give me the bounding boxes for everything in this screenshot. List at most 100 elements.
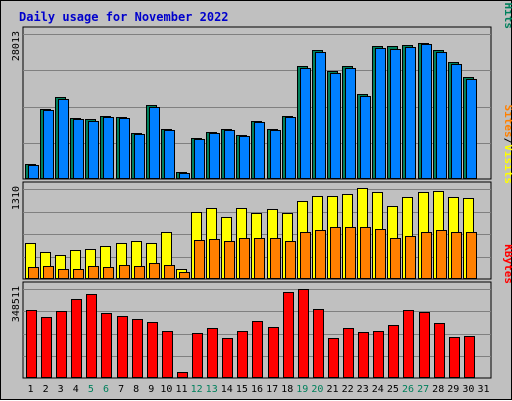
bar-sites-day-26 bbox=[405, 236, 416, 279]
bar-files-day-29 bbox=[451, 64, 462, 179]
bar-kbytes-day-23 bbox=[358, 332, 369, 378]
bar-files-day-16 bbox=[254, 122, 265, 179]
bar-sites-day-19 bbox=[300, 232, 311, 279]
ymax-label-visits-sites: 1310 bbox=[11, 186, 22, 210]
bar-sites-day-11 bbox=[179, 272, 190, 279]
bar-sites-day-21 bbox=[330, 227, 341, 279]
bar-files-day-30 bbox=[466, 79, 477, 179]
bar-sites-day-13 bbox=[209, 239, 220, 279]
bar-kbytes-day-3 bbox=[56, 311, 67, 378]
bar-sites-day-8 bbox=[134, 266, 145, 279]
xlabel-day-21: 21 bbox=[326, 384, 338, 395]
bar-files-day-25 bbox=[390, 49, 401, 179]
bar-kbytes-day-6 bbox=[101, 313, 112, 378]
bar-kbytes-day-30 bbox=[464, 336, 475, 378]
bar-files-day-24 bbox=[375, 48, 386, 179]
xlabel-day-10: 10 bbox=[160, 384, 172, 395]
bar-kbytes-day-17 bbox=[268, 327, 279, 378]
bar-files-day-4 bbox=[73, 119, 84, 179]
series-label-kbytes: KBytes bbox=[502, 244, 512, 284]
bar-kbytes-day-12 bbox=[192, 333, 203, 378]
bar-files-day-15 bbox=[239, 136, 250, 179]
bar-kbytes-day-28 bbox=[434, 323, 445, 378]
bar-kbytes-day-7 bbox=[117, 316, 128, 378]
bar-sites-day-16 bbox=[254, 238, 265, 279]
xlabel-day-18: 18 bbox=[281, 384, 293, 395]
bar-sites-day-27 bbox=[421, 232, 432, 279]
bar-files-day-13 bbox=[209, 133, 220, 179]
xlabel-day-22: 22 bbox=[342, 384, 354, 395]
bar-sites-day-14 bbox=[224, 241, 235, 279]
bar-kbytes-day-16 bbox=[252, 321, 263, 378]
bar-kbytes-day-2 bbox=[41, 317, 52, 378]
xlabel-day-11: 11 bbox=[175, 384, 187, 395]
bar-sites-day-18 bbox=[285, 241, 296, 279]
bar-kbytes-day-10 bbox=[162, 331, 173, 378]
bar-kbytes-day-24 bbox=[373, 331, 384, 378]
ymax-label-kbytes: 348511 bbox=[11, 286, 22, 322]
bar-sites-day-6 bbox=[103, 267, 114, 279]
bar-sites-day-2 bbox=[43, 266, 54, 279]
xlabel-day-24: 24 bbox=[372, 384, 384, 395]
bar-files-day-6 bbox=[103, 117, 114, 179]
bar-files-day-18 bbox=[285, 117, 296, 179]
bar-sites-day-9 bbox=[149, 263, 160, 279]
bar-files-day-3 bbox=[58, 99, 69, 179]
bar-sites-day-24 bbox=[375, 229, 386, 279]
chart-title: Daily usage for November 2022 bbox=[19, 10, 229, 24]
bar-sites-day-22 bbox=[345, 227, 356, 279]
bar-sites-day-30 bbox=[466, 232, 477, 279]
xlabel-day-28: 28 bbox=[432, 384, 444, 395]
bar-files-day-19 bbox=[300, 68, 311, 179]
xlabel-day-31: 31 bbox=[477, 384, 489, 395]
bar-files-day-23 bbox=[360, 96, 371, 179]
series-label-visits-sites: Sites/Visits bbox=[502, 105, 512, 185]
bar-files-day-2 bbox=[43, 110, 54, 179]
xlabel-day-7: 7 bbox=[118, 384, 124, 395]
bar-kbytes-day-13 bbox=[207, 328, 218, 378]
xlabel-day-30: 30 bbox=[462, 384, 474, 395]
xlabel-day-13: 13 bbox=[206, 384, 218, 395]
bar-files-day-20 bbox=[315, 52, 326, 179]
bar-sites-day-5 bbox=[88, 266, 99, 279]
bar-sites-day-17 bbox=[270, 238, 281, 279]
ymax-label-hits-files-pages: 28013 bbox=[11, 31, 22, 61]
bar-files-day-17 bbox=[270, 130, 281, 179]
bar-files-day-10 bbox=[164, 130, 175, 179]
bar-files-day-21 bbox=[330, 73, 341, 179]
xlabel-day-8: 8 bbox=[133, 384, 139, 395]
bar-files-day-26 bbox=[405, 47, 416, 179]
bar-kbytes-day-21 bbox=[328, 338, 339, 378]
xlabel-day-19: 19 bbox=[296, 384, 308, 395]
bar-sites-day-29 bbox=[451, 232, 462, 279]
bar-kbytes-day-8 bbox=[132, 319, 143, 378]
xlabel-day-15: 15 bbox=[236, 384, 248, 395]
bar-kbytes-day-5 bbox=[86, 294, 97, 378]
xlabel-day-1: 1 bbox=[27, 384, 33, 395]
xlabel-day-14: 14 bbox=[221, 384, 233, 395]
bar-kbytes-day-11 bbox=[177, 372, 188, 378]
bar-sites-day-3 bbox=[58, 269, 69, 279]
xlabel-day-27: 27 bbox=[417, 384, 429, 395]
bar-sites-day-20 bbox=[315, 230, 326, 279]
bar-files-day-8 bbox=[134, 134, 145, 179]
bar-sites-day-10 bbox=[164, 265, 175, 279]
xlabel-day-23: 23 bbox=[357, 384, 369, 395]
bar-files-day-1 bbox=[28, 165, 39, 179]
xlabel-day-3: 3 bbox=[58, 384, 64, 395]
bar-kbytes-day-9 bbox=[147, 322, 158, 378]
bar-sites-day-7 bbox=[119, 265, 130, 279]
bar-files-day-12 bbox=[194, 139, 205, 179]
xlabel-day-25: 25 bbox=[387, 384, 399, 395]
bar-files-day-5 bbox=[88, 121, 99, 179]
bar-files-day-22 bbox=[345, 68, 356, 179]
series-label-hits-files-pages: Pages/Files/Hits bbox=[502, 1, 512, 29]
bar-sites-day-28 bbox=[436, 230, 447, 279]
xlabel-day-20: 20 bbox=[311, 384, 323, 395]
bar-sites-day-4 bbox=[73, 269, 84, 279]
bar-files-day-9 bbox=[149, 107, 160, 179]
xlabel-day-4: 4 bbox=[73, 384, 79, 395]
bar-kbytes-day-18 bbox=[283, 292, 294, 378]
